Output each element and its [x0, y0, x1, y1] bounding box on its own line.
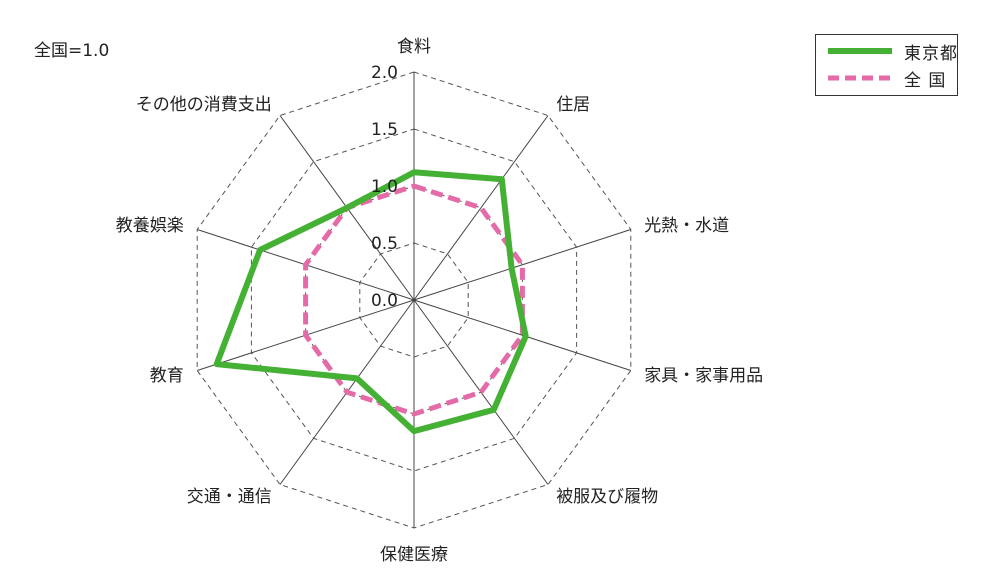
- radial-tick-labels: 0.0 0.5 1.0 1.5 2.0: [371, 63, 398, 311]
- legend-label-national: 全 国: [904, 71, 947, 91]
- spoke-2: [413, 229, 631, 301]
- legend: 東京都 全 国: [815, 34, 958, 96]
- legend-item-tokyo: 東京都: [826, 39, 957, 64]
- radar-grid: [196, 71, 632, 529]
- category-label-0: 食料: [397, 37, 431, 57]
- category-label-8: 教養娯楽: [116, 216, 184, 236]
- grid-ring-1: [359, 242, 469, 358]
- category-label-3: 家具・家事用品: [644, 366, 763, 386]
- radial-tick-0: 0.0: [371, 291, 398, 311]
- category-label-4: 被服及び履物: [556, 487, 658, 507]
- category-label-1: 住居: [556, 95, 590, 115]
- spoke-3: [413, 299, 631, 371]
- legend-label-tokyo: 東京都: [904, 44, 958, 64]
- legend-swatch-dashed: [828, 75, 892, 81]
- radial-tick-2: 1.0: [371, 177, 398, 197]
- legend-swatch-solid: [828, 48, 892, 54]
- legend-item-national: 全 国: [826, 66, 954, 91]
- category-label-9: その他の消費支出: [136, 95, 272, 115]
- radial-tick-4: 2.0: [371, 63, 398, 83]
- category-label-6: 交通・通信: [187, 487, 272, 507]
- chart-note: 全国=1.0: [34, 41, 110, 61]
- series-layer: [213, 169, 529, 435]
- category-label-5: 保健医療: [380, 545, 448, 565]
- category-label-2: 光熱・水道: [644, 216, 729, 236]
- radial-tick-1: 0.5: [371, 234, 398, 254]
- spoke-1: [413, 115, 549, 301]
- series-0-line: [213, 169, 529, 435]
- radial-tick-3: 1.5: [371, 120, 398, 140]
- category-label-7: 教育: [150, 366, 184, 386]
